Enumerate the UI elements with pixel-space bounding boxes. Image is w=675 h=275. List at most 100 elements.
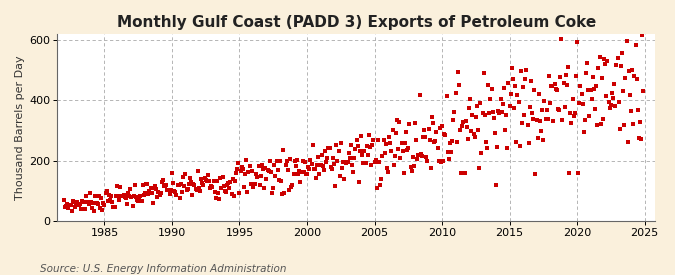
Point (470, 114, 481, 119)
Point (273, 178, 284, 183)
Point (595, 122, 606, 127)
Point (486, 87, 497, 91)
Point (306, 162, 317, 166)
Point (100, 190, 111, 195)
Point (173, 183, 184, 187)
Point (246, 169, 257, 173)
Point (474, 166, 485, 170)
Point (601, 94, 612, 98)
Point (417, 134, 428, 139)
Point (238, 166, 248, 171)
Point (572, 40, 583, 44)
Point (414, 93, 425, 97)
Point (614, 127, 625, 131)
Point (103, 192, 114, 197)
Point (481, 140, 491, 144)
Point (435, 160, 446, 164)
Point (427, 121, 438, 125)
Point (256, 163, 267, 167)
Point (524, 104, 535, 109)
Point (338, 159, 348, 164)
Point (205, 186, 215, 190)
Point (97, 207, 107, 212)
Point (618, 89, 628, 94)
Point (533, 136, 543, 141)
Point (420, 135, 431, 139)
Point (383, 169, 394, 174)
Point (410, 121, 421, 125)
Point (392, 118, 402, 122)
Point (560, 73, 571, 78)
Point (342, 160, 353, 164)
Point (281, 159, 292, 163)
Point (167, 171, 178, 175)
Point (307, 143, 318, 147)
Point (352, 144, 363, 148)
Point (339, 177, 350, 181)
Point (518, 85, 529, 89)
Point (576, 92, 587, 96)
Point (637, 32, 648, 37)
Point (197, 181, 208, 185)
Point (140, 182, 151, 186)
Point (543, 73, 554, 78)
Point (509, 106, 520, 110)
Point (570, 74, 581, 78)
Point (396, 141, 407, 145)
Point (277, 192, 288, 197)
Point (329, 184, 340, 189)
Point (624, 69, 634, 74)
Point (308, 166, 319, 171)
Point (128, 193, 139, 198)
Point (551, 88, 562, 92)
Point (522, 123, 533, 127)
Point (560, 105, 570, 109)
Point (405, 165, 416, 169)
Point (510, 84, 520, 88)
Point (258, 167, 269, 171)
Point (186, 180, 196, 184)
Point (250, 182, 261, 186)
Point (71, 202, 82, 207)
Point (423, 127, 434, 131)
Point (248, 182, 259, 186)
Point (329, 161, 340, 166)
Point (464, 97, 475, 101)
Point (395, 156, 406, 160)
Point (389, 154, 400, 158)
Point (243, 170, 254, 175)
Point (475, 101, 485, 105)
Point (333, 149, 344, 153)
Point (123, 191, 134, 195)
Point (76, 199, 87, 203)
Point (520, 76, 531, 81)
Point (452, 69, 463, 74)
Point (145, 186, 156, 190)
Point (541, 108, 552, 112)
Point (322, 156, 333, 160)
Point (430, 139, 441, 144)
Point (481, 146, 492, 150)
Point (503, 81, 514, 85)
Point (484, 111, 495, 115)
Point (343, 151, 354, 155)
Point (269, 163, 279, 167)
Point (564, 171, 574, 175)
Point (286, 184, 296, 189)
Point (314, 172, 325, 176)
Point (84, 191, 95, 196)
Point (502, 145, 513, 150)
Point (138, 193, 149, 197)
Point (275, 159, 286, 163)
Point (169, 189, 180, 193)
Point (523, 141, 534, 145)
Point (304, 167, 315, 171)
Point (447, 139, 458, 143)
Point (221, 189, 232, 194)
Point (110, 194, 121, 198)
Point (68, 199, 78, 203)
Point (359, 149, 370, 153)
Point (108, 205, 119, 209)
Point (504, 104, 515, 108)
Point (573, 171, 584, 175)
